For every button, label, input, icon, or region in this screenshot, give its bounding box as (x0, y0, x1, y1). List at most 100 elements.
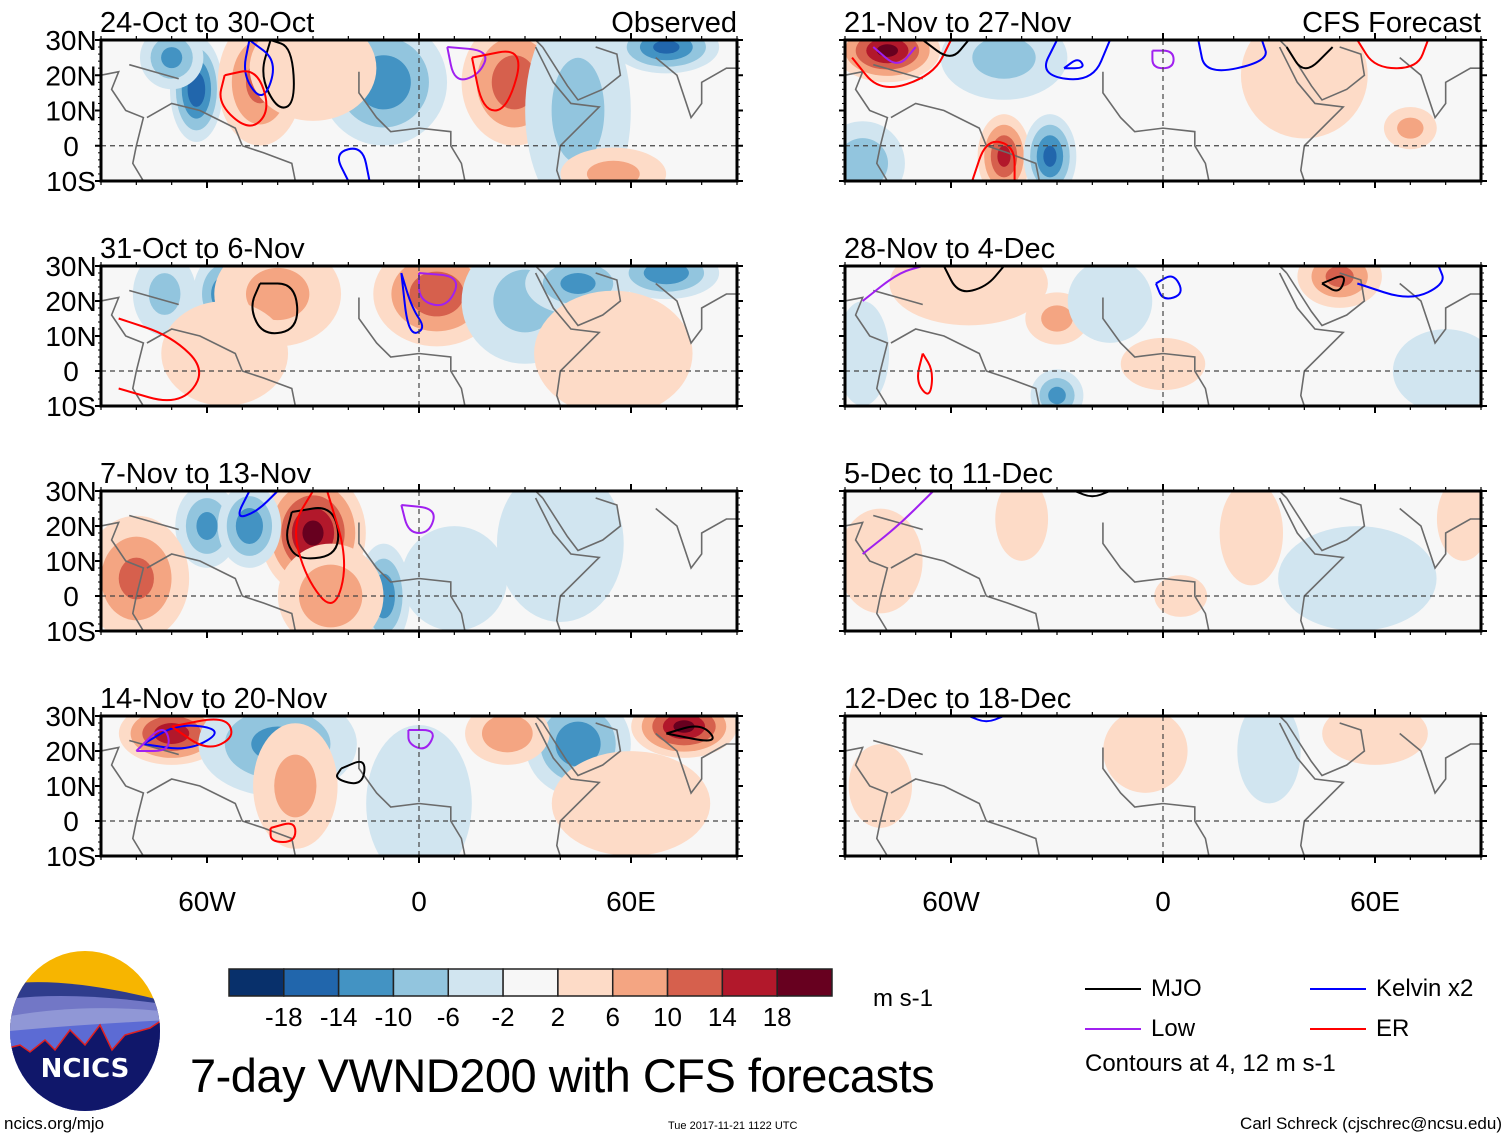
coastline (358, 747, 466, 856)
legend-label: Low (1151, 1015, 1196, 1042)
contour-er (219, 70, 268, 127)
coastlines (101, 40, 737, 181)
anomaly-shade (643, 266, 689, 285)
wave-contours (851, 40, 1429, 181)
contour-low (135, 729, 170, 752)
colorbar-tick-label: -10 (375, 1002, 413, 1032)
coastline (845, 521, 889, 631)
map-panel: 30N 20N 10N 0 10S 31-Oct to 6-Nov (45, 233, 743, 422)
coastline (129, 739, 179, 756)
coastline (1102, 747, 1210, 856)
map-panel: 5-Dec to 11-Dec (839, 458, 1487, 638)
coastlines (101, 266, 737, 406)
map-panel: 21-Nov to 27-Nov CFS Forecast (839, 7, 1487, 188)
colorbar-swatch (611, 968, 669, 997)
anomaly-shade (560, 273, 596, 294)
coastline (358, 71, 466, 181)
anomaly-shade (586, 160, 640, 181)
logo-text: NCICS (41, 1054, 130, 1084)
anomaly-shade (496, 491, 624, 622)
contour-er (471, 50, 520, 112)
coastline (1399, 282, 1481, 345)
y-tick-label: 30N (45, 251, 96, 282)
contour-low (862, 266, 924, 302)
y-tick-label: 10N (45, 96, 96, 127)
anomaly-field (845, 40, 1437, 181)
coastline (534, 722, 601, 856)
colorbar-tick-label: -14 (320, 1002, 358, 1032)
contour-mjo (943, 266, 1005, 293)
contour-mjo (1321, 275, 1345, 292)
coastline (873, 739, 923, 756)
y-tick-label: 20N (45, 286, 96, 317)
anomaly-shade (196, 512, 218, 540)
anomaly-shade (551, 751, 711, 856)
coastline (845, 296, 889, 406)
contour-kelvin (1044, 40, 1111, 81)
coastlines (845, 266, 1481, 406)
legend-item-low: Low (1085, 1015, 1195, 1043)
anomaly-shade (845, 508, 923, 614)
y-tick-label: 0 (63, 581, 79, 612)
map-panel: 30N 20N 10N 0 10S 60W 0 60E 14-Nov to 20-Nov (45, 683, 743, 917)
contour-low (446, 46, 487, 81)
coastline (534, 497, 601, 631)
anomaly-shade (1237, 716, 1301, 804)
legend-line-low (1085, 1028, 1141, 1030)
coastline (1285, 497, 1366, 552)
coastline (1278, 272, 1345, 406)
contour-kelvin (1197, 40, 1267, 72)
coastline (1399, 732, 1481, 795)
anomaly-shade (1120, 337, 1206, 391)
panel-title: 28-Nov to 4-Dec (844, 233, 1055, 265)
x-tick-label: 60W (922, 886, 980, 917)
contour-er (851, 40, 952, 88)
colorbar-swatch (283, 968, 340, 997)
anomaly-shade (995, 491, 1049, 561)
anomaly-field (139, 40, 720, 181)
coastline (541, 497, 622, 552)
coastlines (845, 491, 1481, 631)
coastline (1102, 522, 1210, 631)
y-tick-label: 30N (45, 476, 96, 507)
coastline (1285, 46, 1366, 101)
coastline (1285, 272, 1366, 327)
panel-title: 5-Dec to 11-Dec (844, 458, 1053, 490)
contour-mjo (1285, 46, 1334, 70)
coastline (129, 514, 179, 531)
map-panel: 28-Nov to 4-Dec (839, 233, 1487, 413)
colorbar-swatch (666, 968, 724, 997)
coastline (845, 746, 889, 856)
coastline (1399, 57, 1481, 120)
contour-low (407, 729, 434, 750)
contour-kelvin (238, 491, 279, 518)
wave-contours (219, 40, 520, 181)
x-tick-label: 60W (178, 886, 236, 917)
y-tick-label: 10S (46, 841, 96, 872)
colorbar-swatch (392, 968, 450, 997)
anomaly-shade (848, 744, 913, 828)
anomaly-field (845, 266, 1481, 406)
coastline (890, 328, 1041, 406)
anomaly-shade (409, 271, 464, 317)
x-tick-label: 0 (411, 886, 427, 917)
coastline (146, 328, 297, 406)
anomaly-field (132, 266, 720, 406)
anomaly-shade (555, 721, 601, 767)
figure-title: 7-day VWND200 with CFS forecasts (190, 1049, 935, 1102)
coastline (890, 553, 1041, 631)
anomaly-shade (889, 266, 1048, 326)
coastline (890, 778, 1041, 856)
anomaly-shade (972, 40, 1036, 79)
contour-mjo (286, 507, 340, 560)
anomaly-shade (845, 138, 889, 181)
panel-title: 21-Nov to 27-Nov (844, 7, 1072, 39)
legend-label: MJO (1151, 975, 1202, 1002)
contour-mjo (262, 40, 295, 109)
y-tick-label: 10N (45, 546, 96, 577)
coastline (146, 553, 297, 631)
coastline (129, 289, 179, 306)
y-tick-label: 0 (63, 131, 79, 162)
anomaly-field (845, 491, 1481, 631)
